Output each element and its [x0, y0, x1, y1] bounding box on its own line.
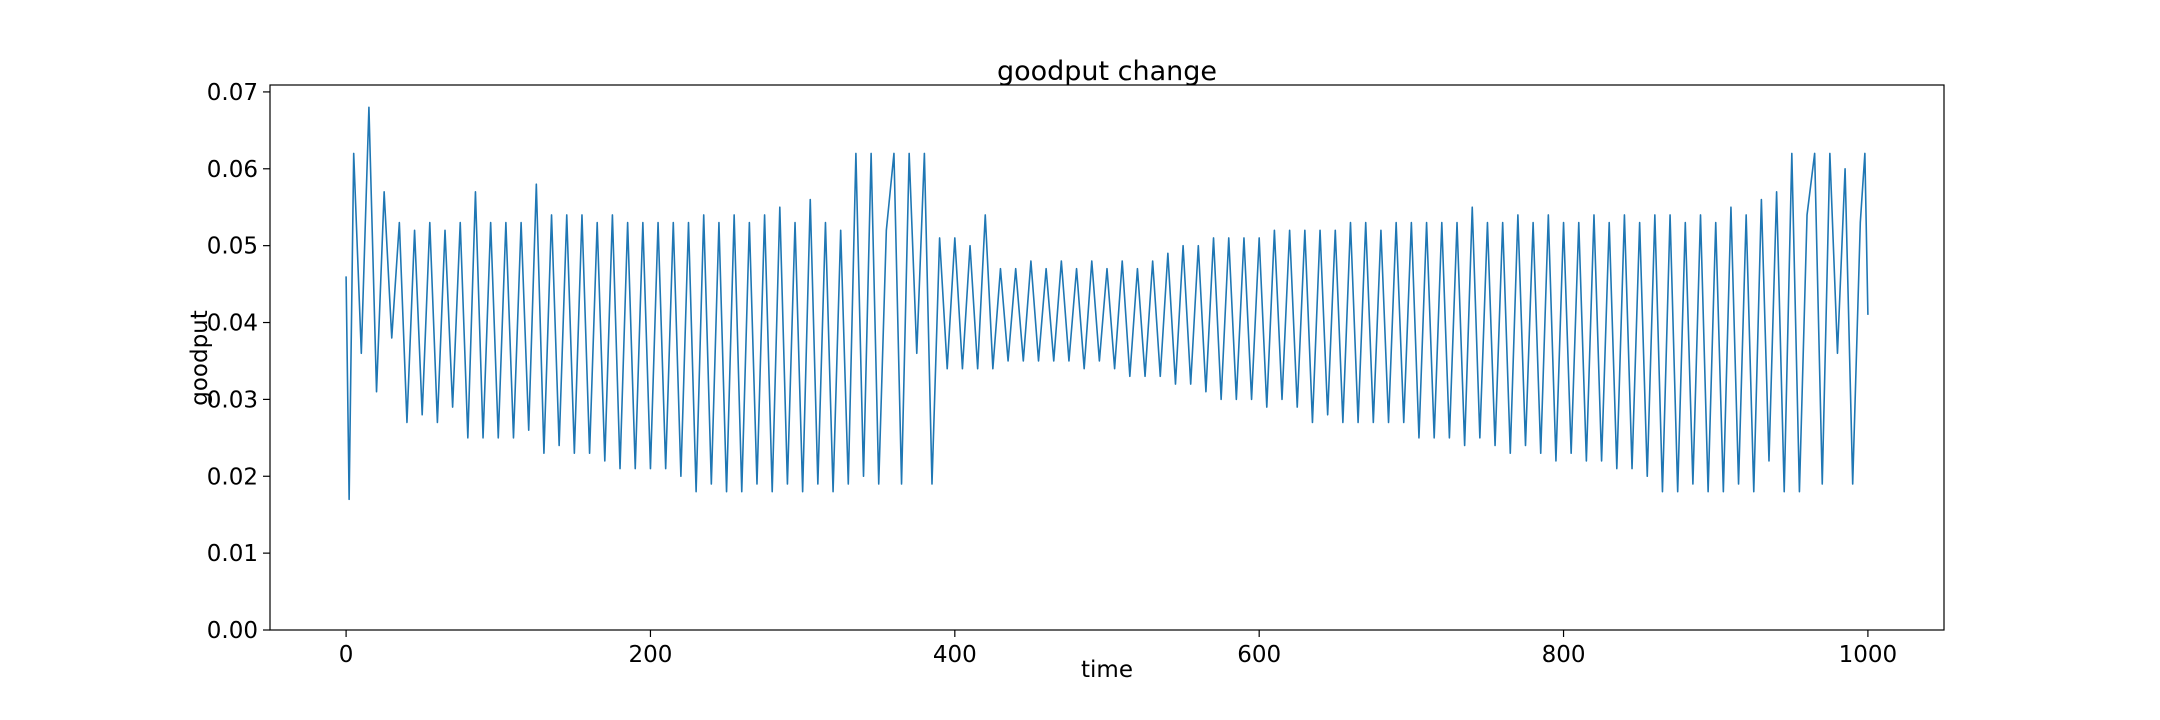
y-tick-label: 0.04	[207, 311, 258, 337]
x-axis-label: time	[1081, 657, 1133, 683]
plot-frame	[269, 84, 1945, 631]
x-tick-label: 0	[339, 642, 354, 668]
x-tick-label: 400	[933, 642, 977, 668]
data-line	[345, 106, 1869, 501]
chart-title: goodput change	[997, 56, 1217, 87]
y-tick-label: 0.05	[207, 234, 258, 260]
y-tick-label: 0.02	[207, 464, 258, 490]
y-axis-label: goodput	[187, 310, 213, 406]
y-tick-label: 0.03	[207, 387, 258, 413]
y-tick-label: 0.00	[207, 618, 258, 644]
y-tick-label: 0.06	[207, 157, 258, 183]
x-tick-label: 1000	[1839, 642, 1898, 668]
y-tick-label: 0.01	[207, 541, 258, 567]
x-tick-label: 600	[1237, 642, 1281, 668]
y-tick-label: 0.07	[207, 80, 258, 106]
x-tick-label: 200	[629, 642, 673, 668]
x-tick-label: 800	[1542, 642, 1586, 668]
